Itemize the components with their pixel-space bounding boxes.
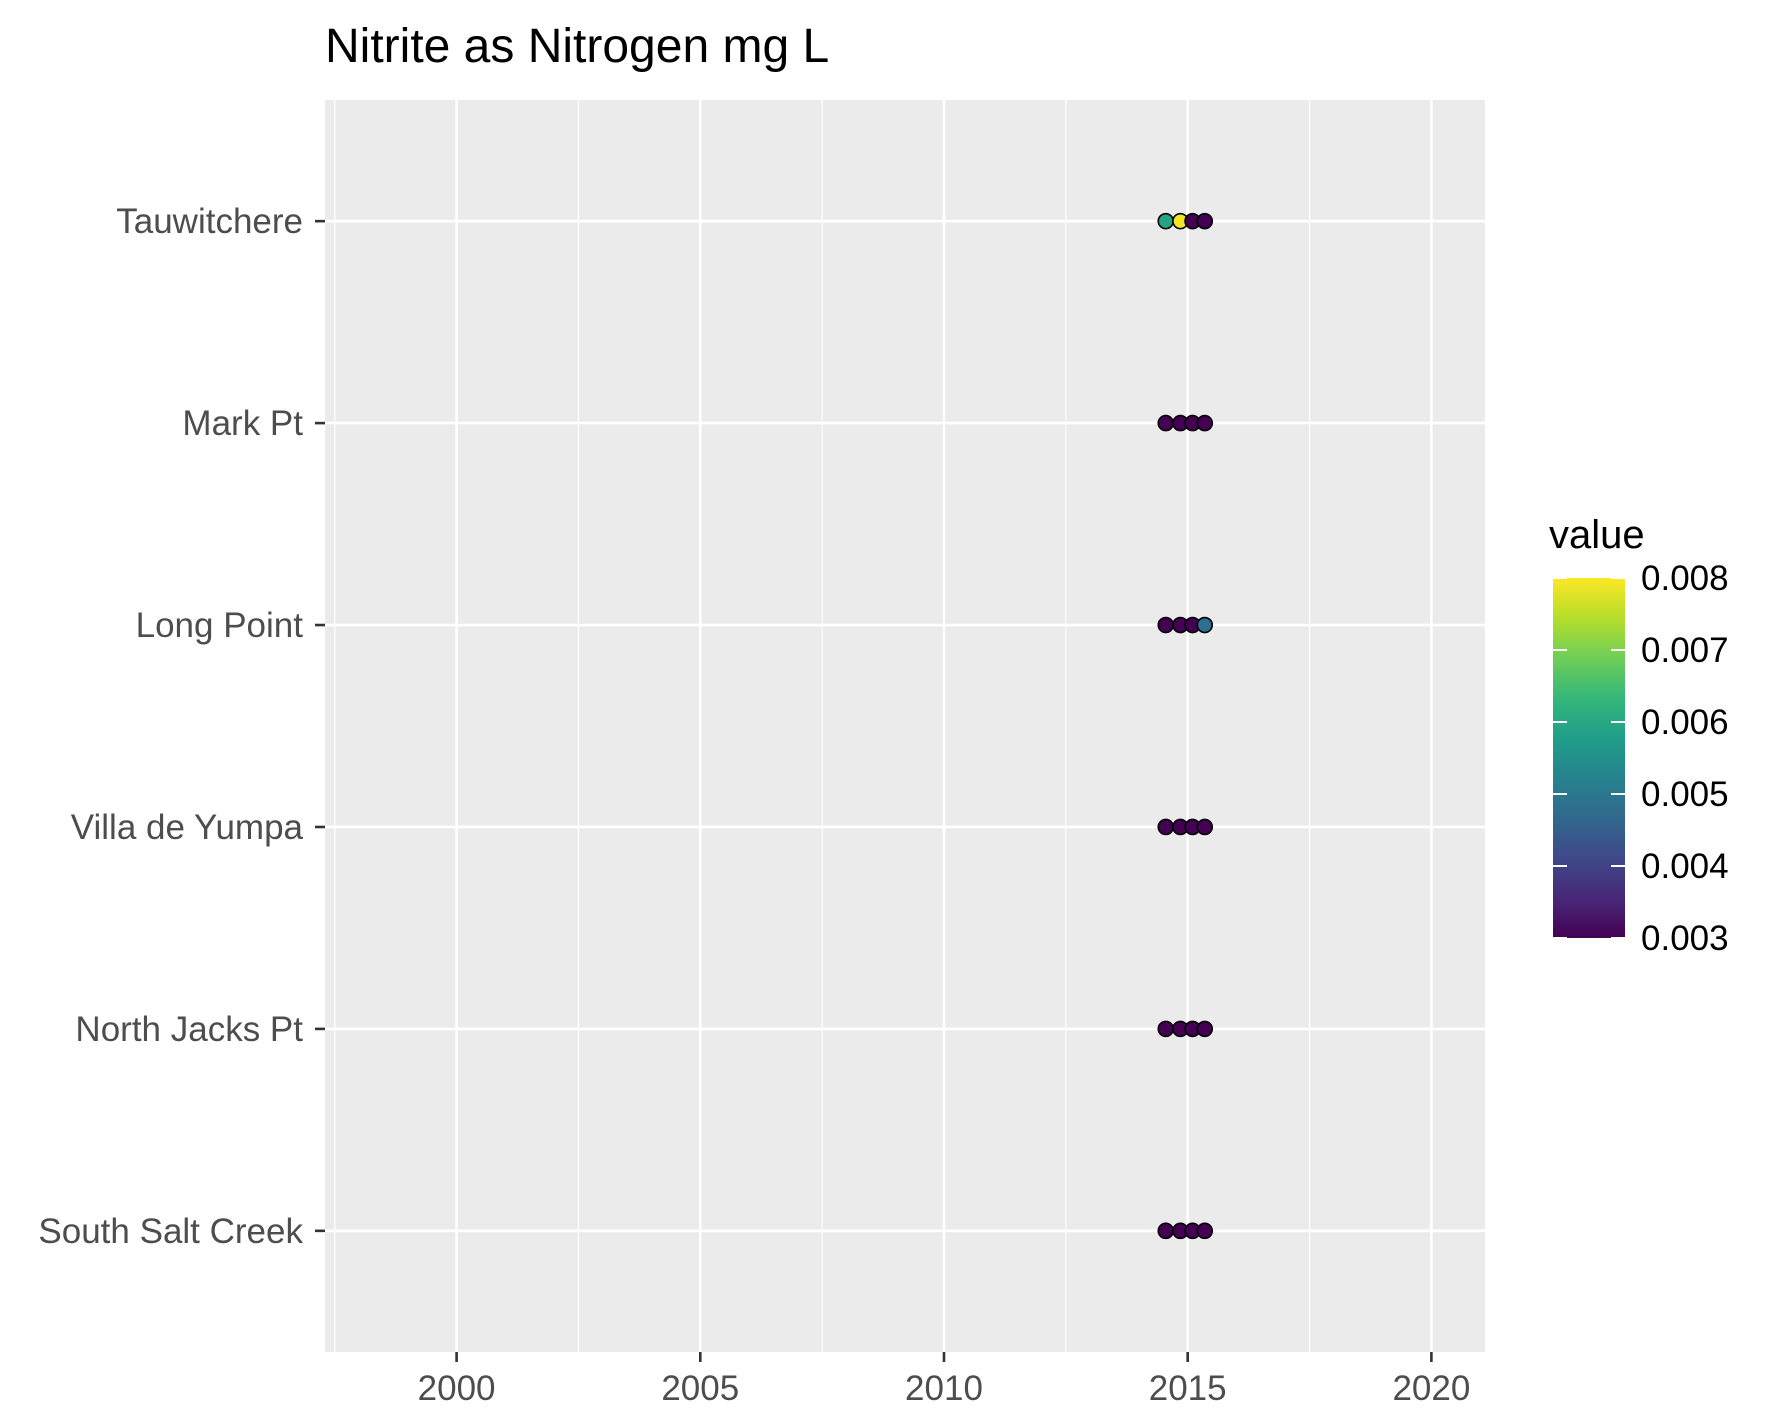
colorbar-label: 0.006: [1641, 703, 1729, 742]
colorbar-label: 0.007: [1641, 631, 1729, 670]
y-tick-label: North Jacks Pt: [75, 1010, 303, 1049]
data-point: [1196, 414, 1214, 432]
data-point: [1196, 1020, 1214, 1038]
colorbar-label: 0.004: [1641, 847, 1729, 886]
x-tick-label: 2015: [1149, 1369, 1227, 1408]
colorbar-ticks: 0.008 0.007 0.006 0.005 0.004 0.003: [1553, 559, 1729, 958]
data-point: [1196, 818, 1214, 836]
colorbar-label: 0.008: [1641, 559, 1729, 598]
data-point: [1157, 1222, 1175, 1240]
y-axis: Tauwitchere Mark Pt Long Point Villa de Yum…: [38, 202, 325, 1251]
data-point: [1157, 616, 1175, 634]
major-gridlines: [325, 100, 1485, 1352]
x-tick-label: 2005: [661, 1369, 739, 1408]
x-tick-label: 2020: [1392, 1369, 1470, 1408]
colorbar-label: 0.003: [1641, 919, 1729, 958]
x-tick-label: 2000: [418, 1369, 496, 1408]
data-point: [1196, 616, 1214, 634]
chart-title: Nitrite as Nitrogen mg L: [325, 20, 829, 73]
data-point: [1157, 212, 1175, 230]
data-point: [1196, 212, 1214, 230]
y-tick-label: Villa de Yumpa: [71, 808, 304, 847]
legend-title: value: [1549, 513, 1645, 557]
data-point: [1196, 1222, 1214, 1240]
data-point: [1157, 818, 1175, 836]
data-points: [1157, 212, 1214, 1240]
colorbar-label: 0.005: [1641, 775, 1729, 814]
legend: value 0.008 0.007 0.006 0.005 0.004 0.003: [1549, 513, 1729, 958]
y-tick-label: Tauwitchere: [116, 202, 303, 241]
y-tick-label: Mark Pt: [182, 404, 303, 443]
x-tick-label: 2010: [905, 1369, 983, 1408]
plot-panel: [325, 100, 1485, 1352]
data-point: [1157, 1020, 1175, 1038]
data-point: [1157, 414, 1175, 432]
y-tick-label: South Salt Creek: [38, 1212, 303, 1251]
x-axis: 2000 2005 2010 2015 2020: [418, 1352, 1470, 1408]
minor-gridlines: [334, 100, 1311, 1352]
y-tick-label: Long Point: [136, 606, 304, 645]
colorbar: [1553, 578, 1625, 938]
